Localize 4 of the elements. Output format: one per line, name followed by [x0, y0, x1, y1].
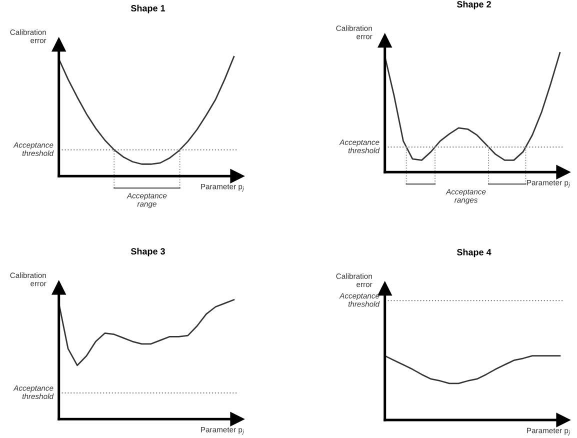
chart-title: Shape 2: [456, 0, 491, 10]
chart-title: Shape 1: [130, 4, 166, 14]
chart-title: Shape 3: [130, 248, 165, 256]
chart-title: Shape 4: [456, 248, 492, 258]
